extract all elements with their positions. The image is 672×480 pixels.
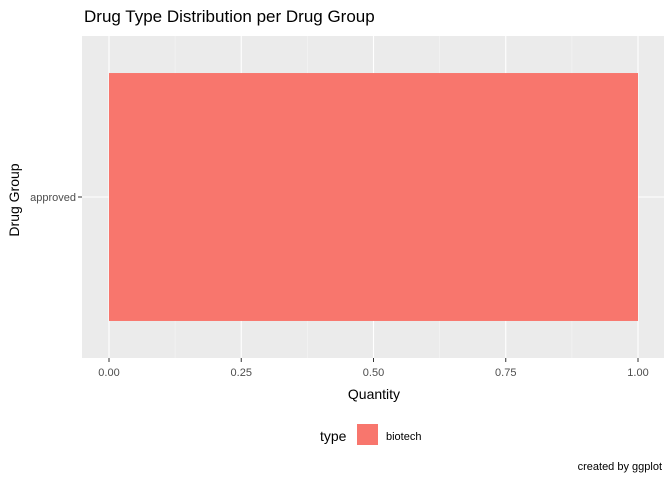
x-axis-title: Quantity — [348, 386, 400, 402]
y-axis: approved — [30, 192, 82, 204]
bar-approved — [109, 73, 638, 321]
legend-key-biotech — [357, 424, 378, 445]
legend-label: biotech — [386, 431, 421, 443]
caption: created by ggplot — [578, 461, 662, 473]
x-tick-label: 0.25 — [231, 367, 252, 379]
x-tick-label: 0.50 — [363, 367, 384, 379]
x-tick-label: 1.00 — [627, 367, 648, 379]
chart-title: Drug Type Distribution per Drug Group — [84, 7, 375, 26]
x-tick-label: 0.00 — [98, 367, 119, 379]
bars-group — [109, 73, 638, 321]
legend-title: type — [320, 428, 347, 444]
y-axis-title: Drug Group — [6, 163, 22, 236]
legend: type biotech — [320, 424, 421, 445]
y-tick-label: approved — [30, 192, 76, 204]
x-tick-label: 0.75 — [495, 367, 516, 379]
x-axis: 0.00 0.25 0.50 0.75 1.00 — [98, 358, 649, 379]
